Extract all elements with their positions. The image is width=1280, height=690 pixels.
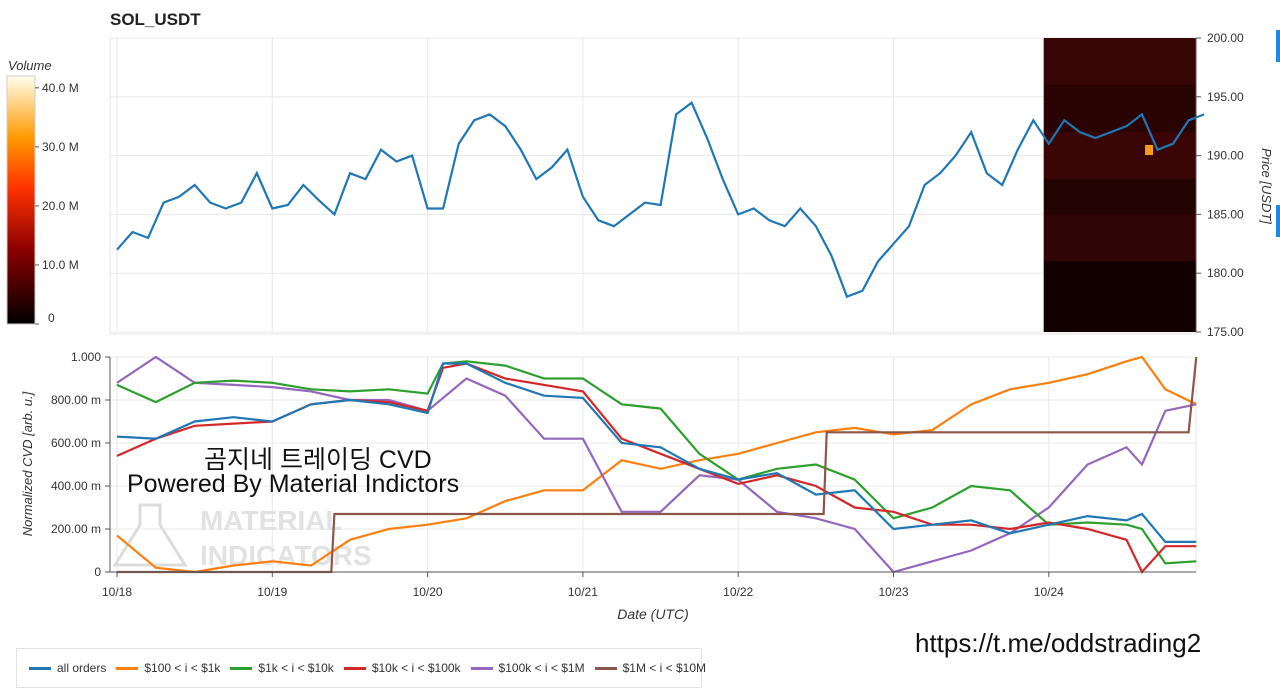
price-tick-label: 180.00	[1207, 266, 1244, 280]
legend-swatch	[29, 666, 51, 670]
legend-label: $100 < i < $1k	[144, 661, 221, 675]
heatmap-band	[1043, 85, 1196, 133]
legend-swatch	[116, 666, 139, 670]
legend-label: $1k < i < $10k	[258, 661, 334, 675]
legend-label: $10k < i < $100k	[371, 661, 461, 675]
legend-label: $100k < i < $1M	[498, 661, 585, 675]
legend-label: $1M < i < $10M	[622, 661, 706, 675]
price-tick-label: 185.00	[1207, 207, 1244, 221]
price-tick-label: 175.00	[1207, 325, 1244, 339]
x-tick-label: 10/23	[878, 585, 908, 599]
price-tick-label: 200.00	[1207, 31, 1244, 45]
legend-item[interactable]: $1k < i < $10k	[230, 661, 334, 675]
legend-item[interactable]: $100 < i < $1k	[116, 661, 220, 675]
cvd-line-b100_1k	[116, 355, 1197, 574]
telegram-link[interactable]: https://t.me/oddstrading2	[915, 628, 1202, 658]
cvd-tick-label: 600.00 m	[51, 436, 101, 450]
colorbar-label: Volume	[8, 58, 52, 73]
orderbook-heatmap	[1043, 38, 1196, 332]
logo-text-1: MATERIAL	[200, 505, 343, 536]
chart-canvas: Volume 40.0 M 30.0 M 20.0 M 10.0 M 0 200.00 1…	[6, 31, 1274, 622]
cvd-tick-label: 1.000	[71, 350, 101, 364]
heatmap-band	[1043, 214, 1196, 262]
cvd-series	[116, 355, 1198, 574]
price-y-axis: 200.00 195.00 190.00 185.00 180.00 175.00	[1195, 31, 1244, 339]
colorbar-tick-label: 20.0 M	[42, 199, 79, 213]
side-tab-top[interactable]	[1276, 30, 1280, 62]
heatmap-band	[1043, 132, 1196, 180]
legend-item[interactable]: $1M < i < $10M	[594, 661, 706, 675]
price-series	[116, 100, 1205, 299]
x-tick-label: 10/22	[723, 585, 753, 599]
legend-item[interactable]: all orders	[29, 661, 106, 675]
colorbar	[6, 75, 36, 325]
legend-swatch	[470, 666, 493, 670]
watermark-line-1: 곰지네 트레이딩 CVD	[204, 446, 432, 474]
colorbar-tick-label: 10.0 M	[42, 258, 79, 272]
legend-swatch	[594, 666, 617, 670]
colorbar-tick-label: 0	[48, 311, 55, 325]
cvd-tick-label: 400.00 m	[51, 479, 101, 493]
legend-item[interactable]: $10k < i < $100k	[343, 661, 461, 675]
legend: all orders $100 < i < $1k $1k < i < $10k $1…	[16, 648, 706, 688]
legend-item[interactable]: $100k < i < $1M	[470, 661, 585, 675]
x-axis: 10/18 10/19 10/20 10/21 10/22 10/23 10/24	[102, 571, 1196, 599]
heatmap-band	[1043, 261, 1196, 332]
x-tick-label: 10/19	[257, 585, 287, 599]
cvd-axis-label: Normalized CVD [arb. u.]	[20, 391, 35, 536]
cvd-line-b1m_10m	[117, 356, 1198, 574]
cvd-tick-label: 800.00 m	[51, 393, 101, 407]
price-line	[116, 100, 1205, 299]
heatmap-band	[1043, 38, 1196, 86]
legend-swatch	[230, 666, 253, 670]
chart-title: SOL_USDT	[110, 10, 201, 29]
x-axis-label: Date (UTC)	[617, 606, 689, 622]
price-tick-label: 190.00	[1207, 149, 1244, 163]
x-tick-label: 10/21	[568, 585, 598, 599]
colorbar-tick-label: 40.0 M	[42, 81, 79, 95]
heatmap-band	[1043, 179, 1196, 215]
cvd-line-all_orders	[116, 362, 1197, 543]
cvd-plot-area	[109, 356, 1197, 573]
cvd-tick-label: 200.00 m	[51, 522, 101, 536]
cvd-tick-label: 0	[94, 565, 101, 579]
heatmap-hotspot	[1145, 145, 1154, 156]
colorbar-ticks: 40.0 M 30.0 M 20.0 M 10.0 M 0	[35, 81, 79, 325]
price-grid	[110, 37, 1196, 333]
cvd-line-b100k_1m	[116, 355, 1197, 574]
side-tab-bottom[interactable]	[1276, 205, 1280, 237]
cvd-y-axis: 1.000 800.00 m 600.00 m 400.00 m 200.00 m 0	[51, 350, 111, 579]
x-tick-label: 10/24	[1034, 585, 1064, 599]
colorbar-tick-label: 30.0 M	[42, 140, 79, 154]
legend-swatch	[343, 666, 366, 670]
price-axis-label: Price [USDT]	[1259, 148, 1274, 224]
watermark-line-2: Powered By Material Indictors	[127, 470, 460, 498]
price-tick-label: 195.00	[1207, 90, 1244, 104]
price-plot-area	[109, 37, 1197, 335]
x-tick-label: 10/20	[413, 585, 443, 599]
x-tick-label: 10/18	[102, 585, 132, 599]
legend-label: all orders	[57, 661, 107, 675]
